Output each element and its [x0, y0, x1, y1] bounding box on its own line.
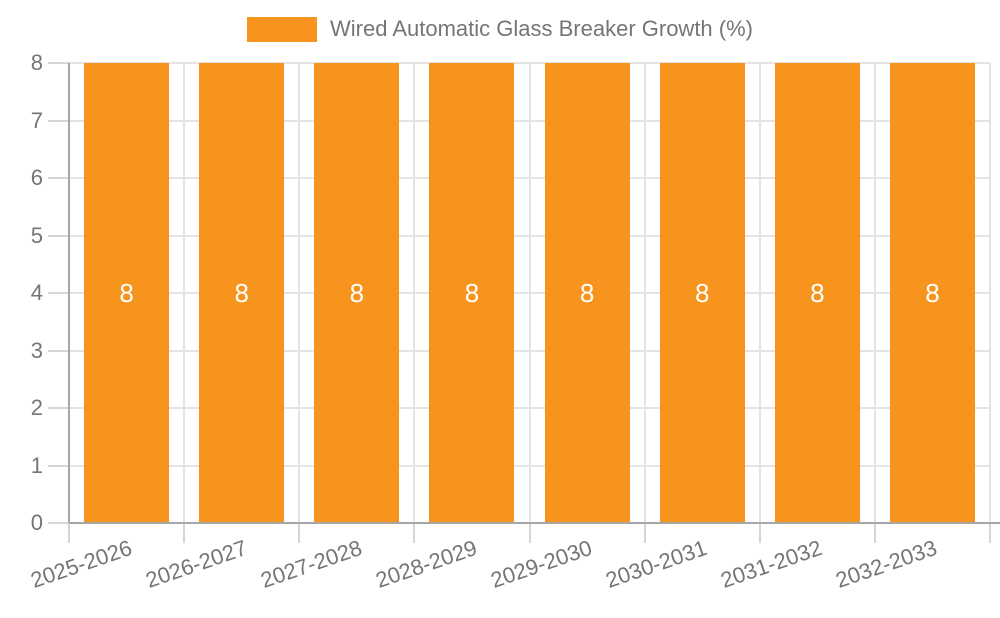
gridline-vertical	[183, 63, 186, 523]
y-axis-tick	[48, 292, 69, 294]
y-axis-tick	[48, 407, 69, 409]
chart-legend[interactable]: Wired Automatic Glass Breaker Growth (%)	[0, 16, 1000, 42]
x-axis-tick	[873, 523, 876, 543]
bar	[659, 63, 745, 523]
x-axis-tick	[643, 523, 646, 543]
gridline-vertical	[528, 63, 531, 523]
bar-value-label: 8	[234, 278, 249, 308]
bar	[84, 63, 170, 523]
bar-value-label: 8	[925, 278, 940, 308]
gridline-vertical	[643, 63, 646, 523]
y-axis-tick-label: 8	[30, 50, 43, 75]
y-axis-tick	[48, 522, 69, 524]
y-axis-tick	[48, 177, 69, 179]
bar-value-label: 8	[464, 278, 480, 308]
y-axis-tick-label: 2	[30, 395, 43, 420]
y-axis-tick	[48, 234, 69, 237]
bar-value-label: 8	[119, 278, 134, 308]
gridline-vertical	[298, 63, 301, 523]
bar	[889, 63, 975, 523]
x-axis-line	[69, 522, 1000, 524]
bar-value-label: 8	[579, 278, 595, 308]
x-axis-tick	[413, 523, 416, 543]
bar	[199, 63, 285, 523]
x-axis-tick	[758, 523, 761, 543]
bar	[429, 63, 515, 523]
x-axis-tick	[528, 523, 531, 543]
plot-area: 0 1 2 3 4 5 6 7 8 8 8 8 8 8 8 8 8 2025-2026 2026-2027 2027-…	[27, 50, 1000, 593]
bar-value-label: 8	[694, 278, 710, 308]
bar-value-label: 8	[810, 278, 825, 308]
bar	[314, 63, 400, 523]
bar	[774, 63, 860, 523]
gridline-vertical	[758, 63, 761, 523]
bar	[544, 63, 630, 523]
legend-swatch	[246, 16, 317, 42]
legend-label: Wired Automatic Glass Breaker Growth (%)	[329, 16, 753, 41]
y-axis-tick	[48, 62, 69, 64]
y-axis-line	[68, 63, 70, 523]
y-axis-tick-label: 3	[30, 337, 43, 363]
x-axis-tick	[183, 523, 186, 543]
x-axis-tick	[298, 523, 301, 543]
y-axis-tick-label: 1	[30, 452, 43, 478]
gridline-vertical	[413, 63, 416, 523]
x-axis-tick	[68, 523, 70, 543]
y-axis-tick-label: 4	[30, 280, 43, 305]
x-axis-tick	[989, 523, 991, 543]
y-axis-tick-label: 6	[30, 165, 43, 190]
y-axis-tick	[48, 464, 69, 467]
y-axis-tick	[48, 349, 69, 352]
y-axis-tick-label: 5	[30, 222, 43, 248]
bar-value-label: 8	[349, 278, 365, 308]
bar-chart: Wired Automatic Glass Breaker Growth (%)…	[0, 16, 1000, 593]
gridline-vertical	[989, 63, 991, 523]
gridline-vertical	[873, 63, 876, 523]
y-axis-tick-label: 7	[30, 107, 43, 133]
y-axis-tick-label: 0	[30, 510, 43, 535]
y-axis-tick	[48, 119, 69, 122]
